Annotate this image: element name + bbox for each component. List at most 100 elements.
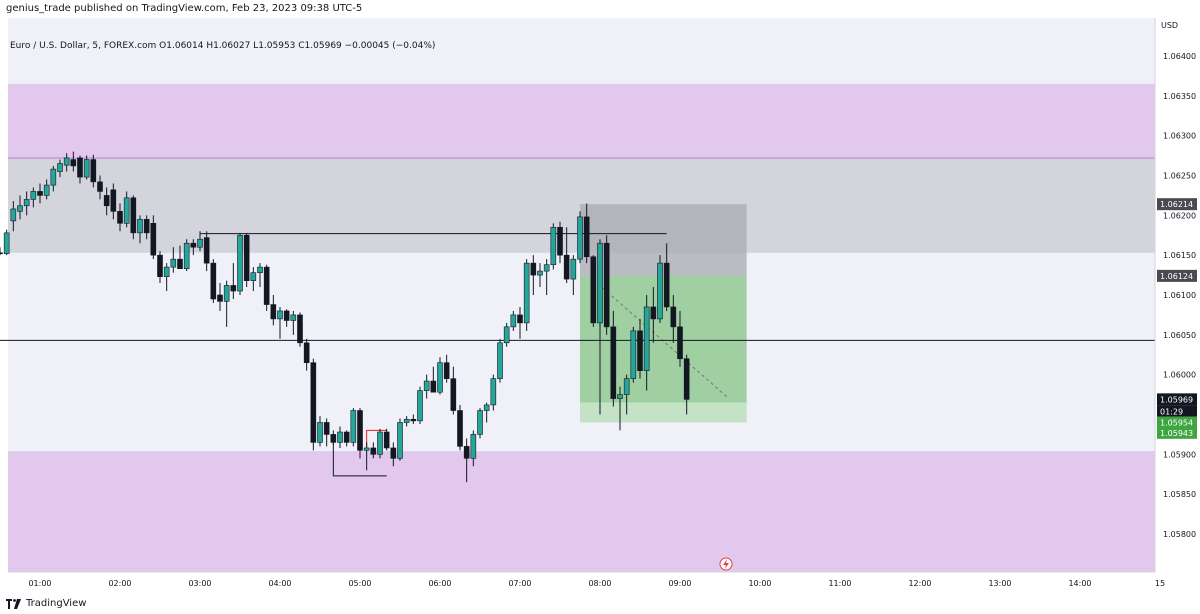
candle	[497, 338, 503, 383]
x-tick-label: 14:00	[1068, 579, 1091, 588]
candle-body	[317, 422, 323, 443]
candle	[270, 295, 277, 326]
candle	[590, 255, 597, 327]
candle-body	[357, 410, 363, 451]
candle-body	[470, 434, 477, 459]
candle	[603, 235, 610, 335]
candle	[530, 255, 537, 295]
candle-body	[597, 242, 603, 324]
candle-body	[43, 184, 50, 196]
candle	[517, 306, 523, 339]
flash-icon-bolt	[723, 559, 729, 569]
candle-body	[3, 232, 10, 254]
candle-body	[23, 199, 30, 207]
candle-body	[670, 306, 677, 328]
candle	[363, 442, 370, 471]
candle	[477, 408, 483, 439]
candlestick-chart[interactable]: USD 1.06400 1.06350 1.06300 1.06250 1.06200 1.…	[0, 18, 1200, 596]
candle-body	[323, 422, 330, 435]
price-label-bg	[1157, 405, 1197, 418]
candle	[583, 203, 590, 264]
candle-body	[570, 258, 577, 280]
tradingview-logo[interactable]: TradingView	[6, 598, 86, 609]
candle	[623, 374, 630, 415]
candle-body	[17, 205, 23, 212]
y-tick-label: 1.06000	[1163, 371, 1196, 380]
candle	[123, 191, 130, 228]
candle-body	[383, 431, 390, 449]
candle	[470, 430, 477, 467]
candle	[390, 442, 397, 467]
candle	[317, 416, 323, 447]
price-label-text: 1.06214	[1160, 200, 1193, 209]
candle-body	[363, 447, 370, 451]
candle-body	[503, 326, 510, 344]
candle-body	[57, 163, 63, 172]
candle-body	[543, 264, 550, 272]
candle	[63, 153, 70, 172]
candle	[50, 165, 57, 192]
candle	[310, 358, 317, 451]
candle	[203, 231, 210, 272]
price-label-bg	[1157, 393, 1197, 406]
candle	[77, 155, 83, 184]
candle	[537, 263, 543, 288]
candle-body	[583, 216, 590, 258]
price-label: 1.06214	[1157, 198, 1197, 211]
candle	[563, 227, 570, 284]
candle-body	[297, 314, 303, 344]
price-label: 1.05954	[1157, 416, 1197, 429]
candle	[357, 408, 363, 459]
candle-body	[523, 262, 530, 324]
publisher-line: genius_trade published on TradingView.co…	[6, 3, 363, 14]
candle-body	[437, 362, 443, 393]
candle	[297, 312, 303, 347]
x-tick-label: 10:00	[748, 579, 771, 588]
candle	[370, 442, 377, 459]
candle-body	[483, 404, 490, 411]
candle	[437, 357, 443, 395]
chart-frame[interactable]: USD 1.06400 1.06350 1.06300 1.06250 1.06200 1.…	[0, 18, 1200, 596]
candle	[130, 195, 137, 240]
y-tick-label: 1.06100	[1163, 291, 1196, 300]
candle-body	[337, 431, 343, 443]
candle	[577, 211, 583, 264]
target-zone-extension	[580, 402, 747, 423]
candle-body	[223, 285, 230, 302]
candle	[250, 267, 257, 292]
candle-body	[157, 254, 163, 277]
candle-body	[303, 342, 310, 364]
candle	[103, 187, 110, 216]
candle-body	[610, 326, 617, 399]
candle-body	[410, 418, 417, 422]
candle-body	[237, 234, 243, 292]
candle-body	[50, 168, 57, 186]
candle-body	[390, 447, 397, 459]
candle	[263, 264, 270, 311]
y-tick-label: 1.05850	[1163, 490, 1196, 499]
candle-body	[377, 431, 383, 455]
candle	[110, 183, 117, 220]
candle	[57, 159, 63, 178]
candle-body	[603, 242, 610, 328]
candle	[90, 154, 97, 188]
price-scale	[1155, 18, 1200, 572]
candle	[70, 151, 77, 172]
candle	[210, 259, 217, 303]
symbol-legend: Euro / U.S. Dollar, 5, FOREX.com O1.0601…	[10, 41, 436, 51]
candle	[230, 263, 237, 299]
candle	[17, 195, 23, 220]
flash-icon	[719, 557, 733, 571]
candle	[323, 418, 330, 447]
candle	[543, 259, 550, 295]
candle-body	[270, 304, 277, 320]
candle-body	[197, 238, 203, 248]
candle-body	[163, 266, 170, 277]
x-tick-label: 12:00	[908, 579, 931, 588]
candle-body	[557, 226, 563, 256]
candle	[83, 155, 90, 180]
candle	[283, 309, 290, 327]
published-header: genius_trade published on TradingView.co…	[0, 0, 1200, 18]
candle-body	[310, 362, 317, 443]
candle	[397, 418, 403, 461]
